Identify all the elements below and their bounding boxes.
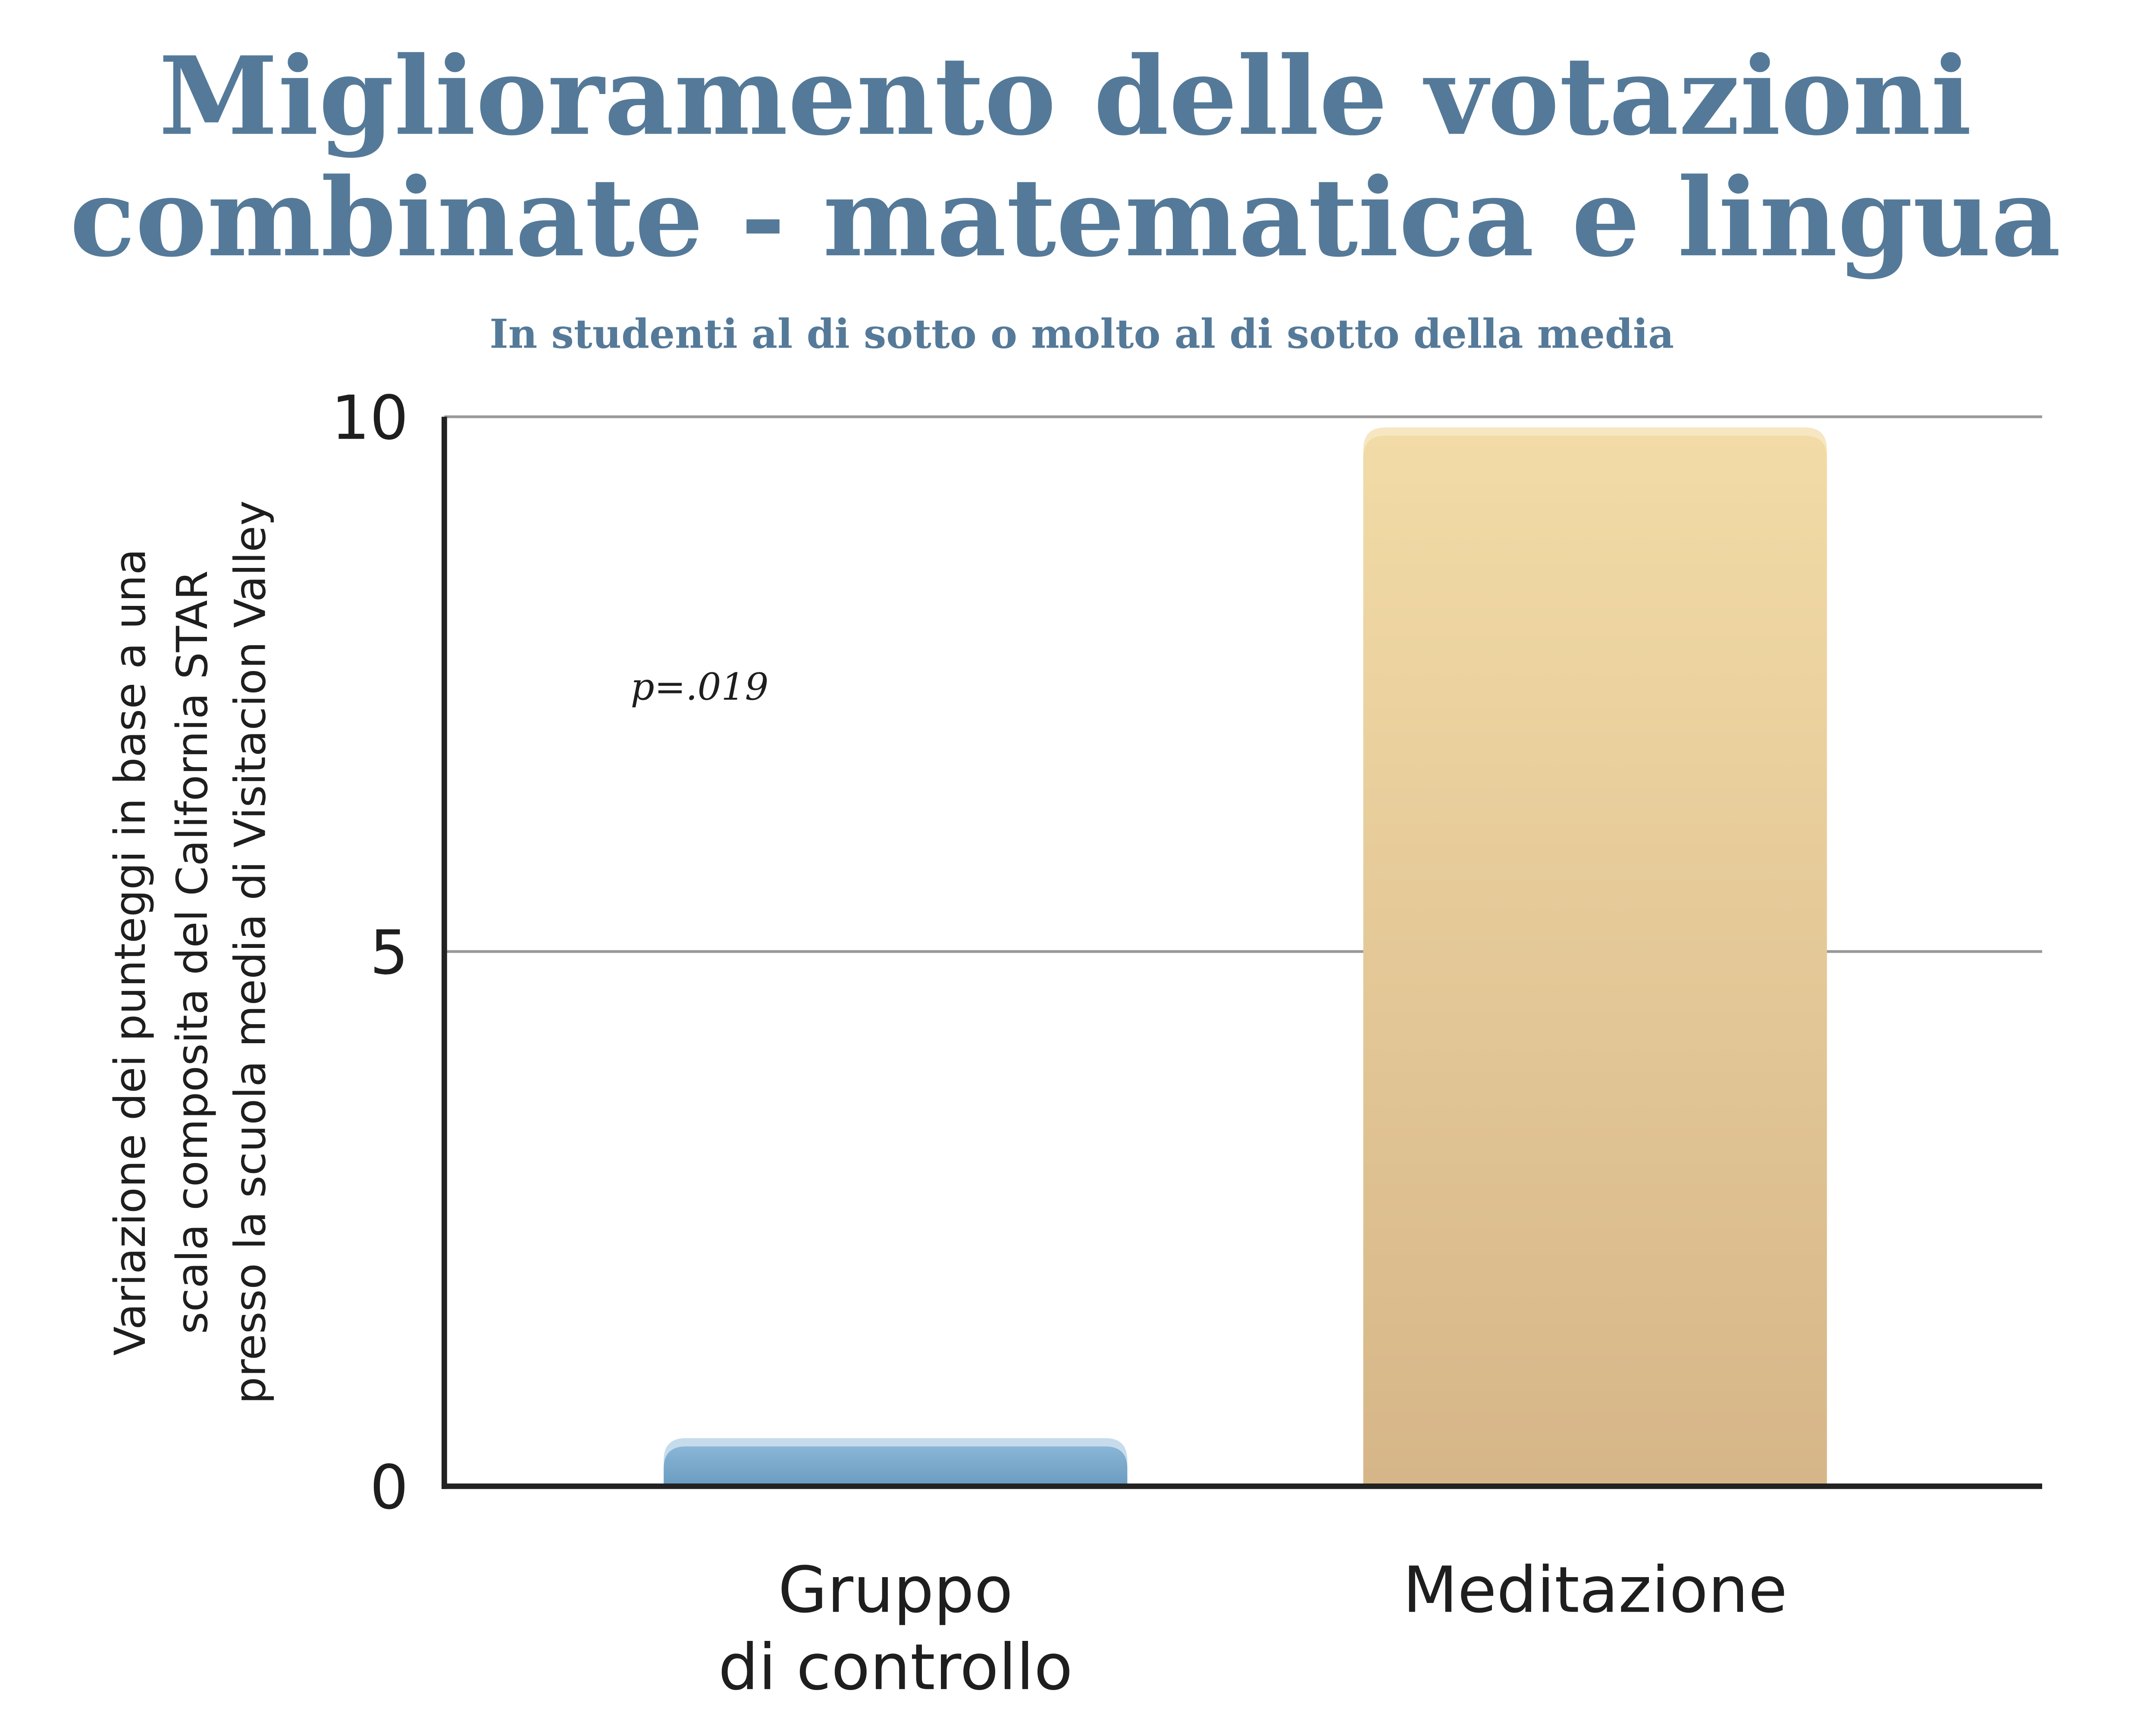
y-tick-label: 10 (331, 383, 408, 454)
y-axis-label-line-1: Variazione dei punteggi in base a una (106, 549, 155, 1355)
y-tick-label: 0 (370, 1452, 409, 1523)
y-axis-label: Variazione dei punteggi in base a una sc… (106, 500, 275, 1404)
y-tick-label: 5 (370, 918, 409, 988)
bars (664, 427, 1827, 1487)
axes (442, 417, 2042, 1489)
p-value-annotation: p=.019 (630, 665, 768, 709)
y-axis-label-line-2: scala composita del California STAR (168, 571, 217, 1334)
y-tick-labels: 0 5 10 (331, 383, 408, 1523)
x-category-label: Meditazione (1403, 1553, 1787, 1627)
chart-title-line-2: combinate - matematica e lingua (70, 154, 2061, 281)
bar (1363, 436, 1827, 1487)
bar (664, 1446, 1128, 1487)
y-axis-label-line-3: presso la scuola media di Visitacion Val… (226, 500, 275, 1404)
x-category-label: di controllo (718, 1630, 1073, 1704)
chart-title-line-1: Miglioramento delle votazioni (159, 33, 1971, 159)
chart-subtitle: In studenti al di sotto o molto al di so… (489, 310, 1674, 357)
x-category-label: Gruppo (778, 1553, 1013, 1627)
